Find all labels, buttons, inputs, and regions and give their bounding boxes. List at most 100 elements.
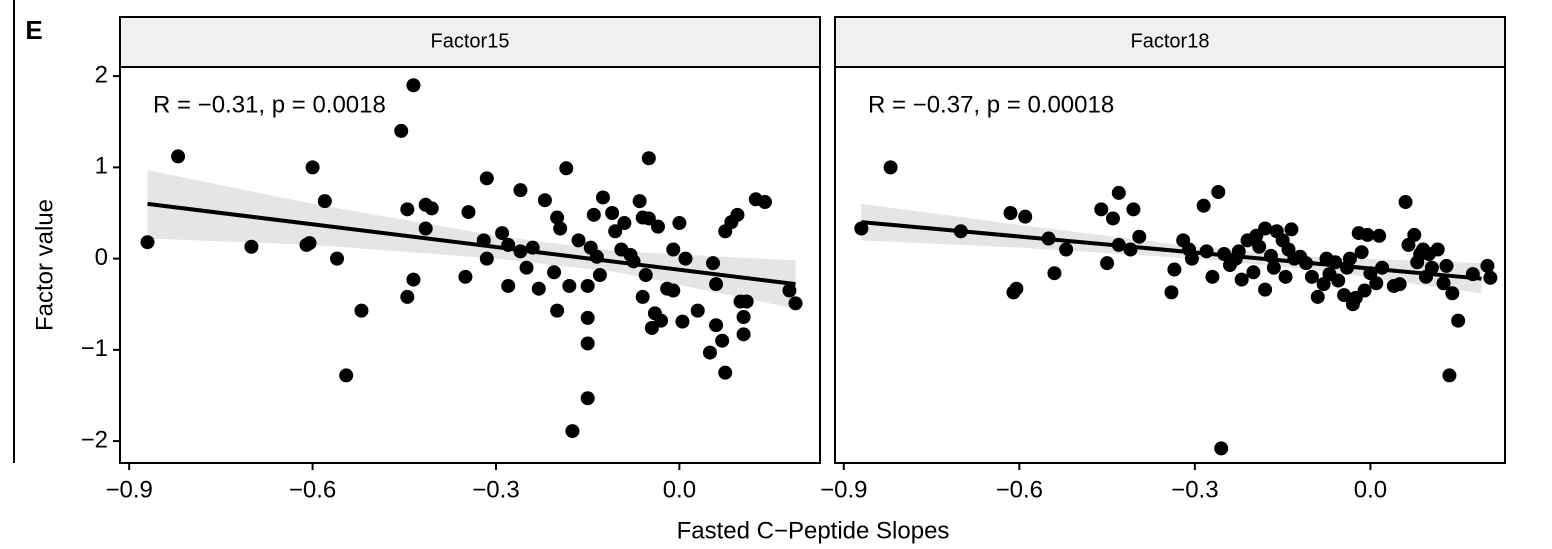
point <box>718 365 733 380</box>
point <box>788 296 803 311</box>
point <box>736 327 751 342</box>
point <box>1360 227 1375 242</box>
point <box>140 235 155 250</box>
point <box>883 160 898 175</box>
point <box>562 278 577 293</box>
point <box>1284 222 1299 237</box>
point <box>1266 260 1281 275</box>
point <box>592 268 607 283</box>
point <box>1246 265 1261 280</box>
point <box>330 251 345 266</box>
point <box>654 313 669 328</box>
point <box>1442 368 1457 383</box>
point <box>1018 209 1033 224</box>
point <box>302 236 317 251</box>
y-tick-label: −2 <box>81 426 108 453</box>
point <box>1132 229 1147 244</box>
point <box>1164 285 1179 300</box>
x-tick-label: −0.3 <box>472 476 519 503</box>
point <box>1430 242 1445 257</box>
point <box>757 195 772 210</box>
point <box>1211 185 1226 200</box>
point <box>1451 313 1466 328</box>
point <box>531 281 546 296</box>
point <box>635 289 650 304</box>
point <box>715 333 730 348</box>
point <box>736 310 751 325</box>
point <box>1105 211 1120 226</box>
point <box>1234 272 1249 287</box>
point <box>709 277 724 292</box>
point <box>571 233 586 248</box>
point <box>339 368 354 383</box>
x-tick-label: −0.3 <box>1171 476 1218 503</box>
y-axis-label: Factor value <box>31 199 58 331</box>
point <box>1100 256 1115 271</box>
point <box>550 210 565 225</box>
point <box>461 205 476 220</box>
x-tick-label: −0.9 <box>820 476 867 503</box>
point <box>580 310 595 325</box>
x-axis-label: Fasted C−Peptide Slopes <box>677 517 950 544</box>
point <box>513 183 528 198</box>
point <box>1480 258 1495 273</box>
point <box>501 278 516 293</box>
point <box>641 211 656 226</box>
point <box>666 242 681 257</box>
point <box>1111 185 1126 200</box>
point <box>400 202 415 217</box>
point <box>244 239 259 254</box>
point <box>730 207 745 222</box>
point <box>608 224 623 239</box>
x-tick-label: 0.0 <box>663 476 696 503</box>
y-tick-label: 2 <box>95 61 108 88</box>
y-tick-label: 1 <box>95 153 108 180</box>
point <box>638 268 653 283</box>
point <box>1258 221 1273 236</box>
regression-line <box>861 220 1482 281</box>
point <box>1483 270 1498 285</box>
point <box>171 149 186 164</box>
point <box>1407 227 1422 242</box>
point <box>782 283 797 298</box>
annotation: R = −0.31, p = 0.0018 <box>153 91 386 118</box>
point <box>537 193 552 208</box>
point <box>1126 202 1141 217</box>
point <box>1184 251 1199 266</box>
point <box>400 289 415 304</box>
point <box>553 221 568 236</box>
point <box>424 201 439 216</box>
point <box>690 303 705 318</box>
point <box>1372 228 1387 243</box>
point <box>1331 273 1346 288</box>
point <box>479 251 494 266</box>
point <box>1009 281 1024 296</box>
point <box>1436 276 1451 291</box>
x-tick-label: 0.0 <box>1354 476 1387 503</box>
point <box>305 160 320 175</box>
point <box>1214 441 1229 456</box>
point <box>1354 245 1369 260</box>
panel-label: E <box>25 15 42 45</box>
point <box>565 424 580 439</box>
point <box>854 221 869 236</box>
regression-line <box>147 201 796 287</box>
point <box>479 171 494 186</box>
point <box>317 194 332 209</box>
facet-strip <box>119 16 821 68</box>
point <box>1369 276 1384 291</box>
y-tick-label: 0 <box>95 244 108 271</box>
x-tick-label: −0.9 <box>105 476 152 503</box>
confidence-band <box>147 170 796 309</box>
point <box>559 161 574 176</box>
point <box>580 336 595 351</box>
x-tick-label: −0.6 <box>996 476 1043 503</box>
point <box>1310 289 1325 304</box>
point <box>1342 251 1357 266</box>
point <box>1003 205 1018 220</box>
y-tick-label: −1 <box>81 335 108 362</box>
point <box>1392 277 1407 292</box>
point <box>595 190 610 205</box>
point <box>1337 288 1352 303</box>
